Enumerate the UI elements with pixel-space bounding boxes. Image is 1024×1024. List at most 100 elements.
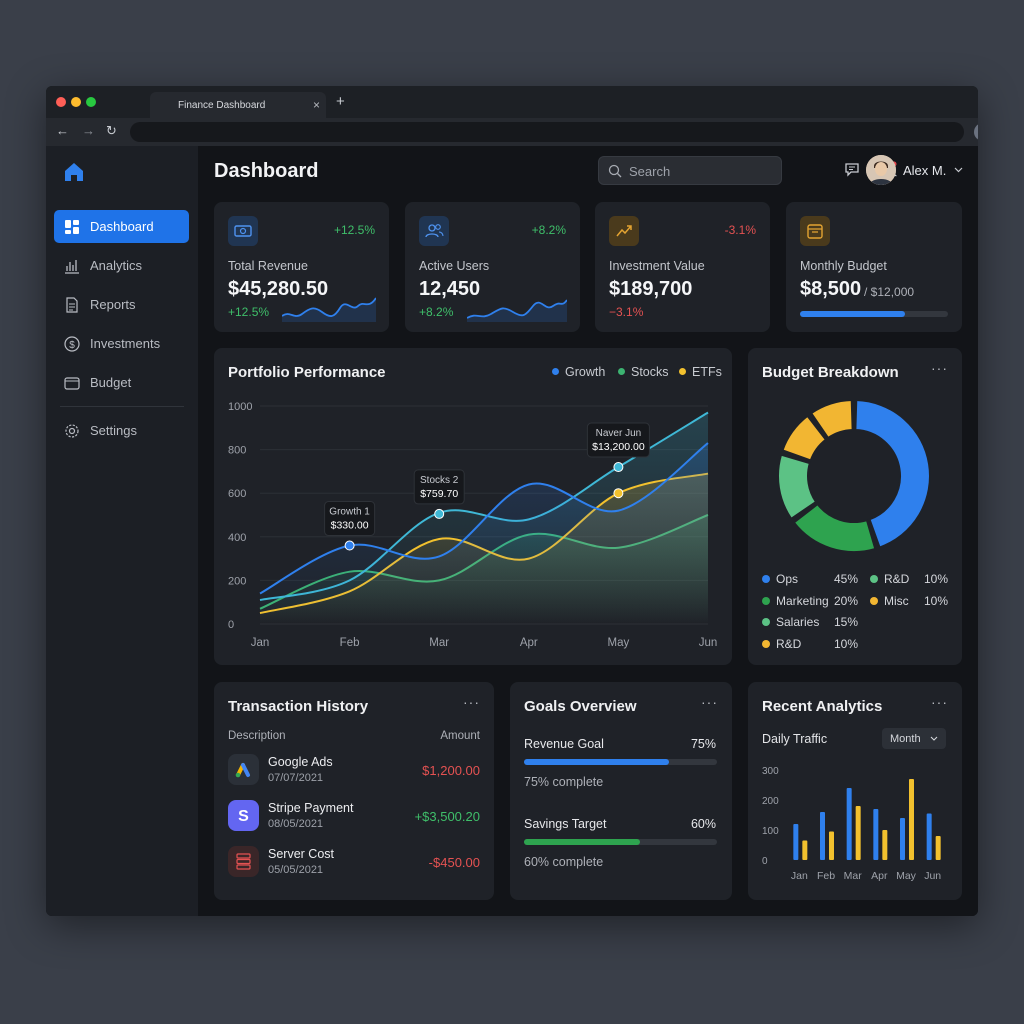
legend-percent: 45% [834,572,859,586]
browser-tab[interactable]: Finance Dashboard × [150,92,326,118]
stat-label: Monthly Budget [800,259,887,273]
sidebar-divider [60,406,184,407]
transaction-date: 07/07/2021 [268,772,324,784]
goal-subtext: 75% complete [524,775,604,789]
portfolio-line-chart: 0 200 400 600 800 1000 Jan Feb Mar Apr May Jun Growt… [228,401,717,649]
more-icon[interactable]: ··· [931,360,948,376]
back-icon[interactable]: ← [56,123,69,138]
donut-slice [777,453,818,521]
avatar[interactable] [866,155,896,185]
dollar-circle-icon: $ [64,336,80,352]
legend-percent: 10% [924,593,949,608]
tooltip-label: Naver Jun [596,428,642,439]
sidebar-item-analytics[interactable]: Analytics [54,249,189,282]
tooltip-label: Stocks 2 [420,475,459,486]
sparkline [467,299,567,322]
series-line [259,442,709,595]
sidebar-item-label: Investments [90,336,161,351]
reload-icon[interactable]: ↻ [106,123,117,138]
stat-sub-delta: +12.5% [228,305,270,319]
browser-titlebar: Finance Dashboard × + [46,86,978,118]
stat-label: Total Revenue [228,259,308,273]
chevron-down-icon[interactable] [954,167,963,173]
tooltip-value: $330.00 [331,520,369,532]
home-icon[interactable] [62,160,86,189]
table-row[interactable]: Google Ads 07/07/2021 $1,200.00 [228,754,480,788]
analytics-card: Recent Analytics ··· Daily Traffic Month… [748,682,962,900]
minimize-window-button[interactable] [71,97,81,107]
legend-label: Misc [884,593,909,608]
bar [909,779,914,860]
sidebar-item-settings[interactable]: Settings [54,414,189,447]
table-row[interactable]: Server Cost 05/05/2021 -$450.00 [228,846,480,880]
more-icon[interactable]: ··· [463,694,480,710]
stat-delta: +12.5% [333,223,375,237]
legend-item: Ops [762,572,798,586]
data-point-marker [613,462,624,473]
trend-up-icon [609,216,639,246]
messages-icon[interactable] [844,161,862,179]
grid-icon [65,220,79,234]
table-row[interactable]: S Stripe Payment 08/05/2021 +$3,500.20 [228,800,480,834]
period-select[interactable]: Month [882,728,946,749]
sidebar: Dashboard Analytics Reports $ Investment… [46,146,198,916]
goal-label: Revenue Goal [524,737,604,751]
sidebar-item-reports[interactable]: Reports [54,288,189,321]
sidebar-item-dashboard[interactable]: Dashboard [54,210,189,243]
tooltip-box [586,422,650,458]
transaction-date: 05/05/2021 [268,864,324,876]
stat-delta: -3.1% [724,223,756,237]
maximize-window-button[interactable] [86,97,96,107]
search-input[interactable]: Search [598,156,782,185]
bar [802,840,808,860]
sidebar-item-budget[interactable]: Budget [54,366,189,399]
sidebar-item-label: Settings [90,423,137,438]
y-tick-label: 0 [762,856,768,867]
wallet-icon [64,377,80,390]
y-tick-label: 300 [762,766,779,777]
legend-growth[interactable]: Growth [552,365,605,379]
legend-item: Salaries [762,615,819,629]
stat-value: $189,700 [609,278,693,300]
stat-card-budget: Monthly Budget $8,500 / $12,000 [786,202,962,332]
y-tick-label: 200 [762,796,779,807]
address-bar[interactable] [130,122,964,142]
document-icon [66,297,78,313]
calendar-icon [800,216,830,246]
search-icon [608,164,622,178]
tab-close-icon[interactable]: × [312,98,320,112]
goal-subtext: 60% complete [524,855,604,869]
legend-item: R&D [762,637,801,651]
forward-icon[interactable]: → [82,123,95,138]
legend-swatch [870,575,878,583]
card-title: Portfolio Performance [228,364,386,381]
legend-label: Stocks [631,365,669,379]
transaction-date: 08/05/2021 [268,818,324,830]
chart-subtitle: Daily Traffic [762,732,828,746]
legend-label: Growth [565,365,606,379]
close-window-button[interactable] [56,97,66,107]
transaction-amount: -$450.00 [428,855,480,870]
browser-profile-avatar[interactable] [974,123,978,141]
legend-item: Misc [870,594,909,608]
new-tab-icon[interactable]: + [336,93,345,110]
bar [855,806,861,860]
sidebar-item-investments[interactable]: $ Investments [54,327,189,360]
donut-slice [809,399,854,440]
stat-card-investment: -3.1% Investment Value $189,700 −3.1% [595,202,770,332]
legend-stocks[interactable]: Stocks [618,365,669,379]
stat-label: Active Users [419,259,490,273]
legend-swatch [870,596,878,605]
legend-etfs[interactable]: ETFs [679,365,722,379]
svg-text:S: S [238,808,249,825]
user-name[interactable]: Alex M. [903,163,947,178]
x-tick-label: Mar [429,637,449,649]
money-icon [228,216,258,246]
legend-swatch [618,368,625,375]
users-icon [419,216,449,246]
more-icon[interactable]: ··· [931,694,948,710]
sidebar-item-label: Analytics [90,258,143,273]
goal-label: Savings Target [524,817,607,831]
column-header-description: Description [228,730,286,742]
more-icon[interactable]: ··· [701,694,718,710]
